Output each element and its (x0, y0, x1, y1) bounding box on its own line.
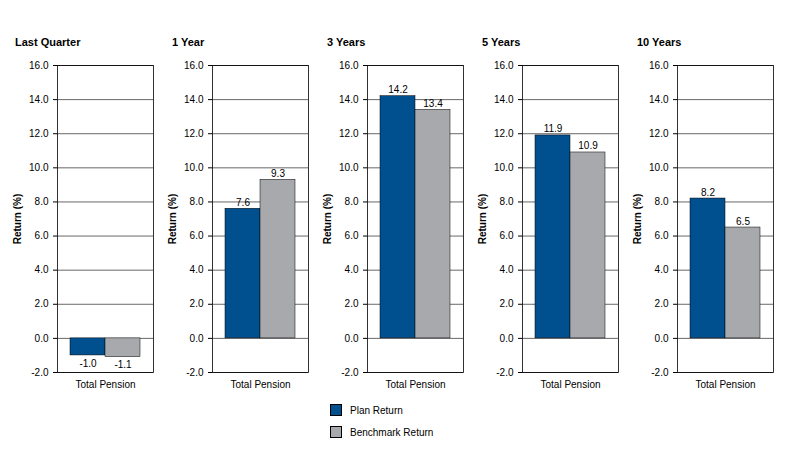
svg-text:2.0: 2.0 (655, 298, 669, 309)
html-text:Last Quarter: Last Quarter (15, 36, 81, 48)
svg-text:Return (%): Return (%) (167, 194, 178, 245)
svg-text:7.6: 7.6 (236, 197, 250, 208)
svg-text:14.2: 14.2 (388, 84, 408, 95)
svg-text:14.0: 14.0 (494, 94, 514, 105)
svg-text:16.0: 16.0 (649, 60, 669, 71)
svg-text:11.9: 11.9 (544, 123, 563, 134)
svg-text:0.0: 0.0 (35, 333, 49, 344)
svg-text:6.5: 6.5 (736, 216, 750, 227)
svg-text:13.4: 13.4 (423, 98, 443, 109)
svg-text:Return (%): Return (%) (477, 194, 488, 245)
svg-text:Total Pension: Total Pension (540, 379, 600, 390)
svg-text:0.0: 0.0 (345, 333, 359, 344)
svg-text:4.0: 4.0 (345, 264, 359, 275)
svg-text:2.0: 2.0 (500, 298, 514, 309)
svg-text:10.9: 10.9 (578, 140, 598, 151)
svg-text:6.0: 6.0 (500, 230, 514, 241)
svg-text:12.0: 12.0 (339, 128, 359, 139)
svg-text:Total Pension: Total Pension (385, 379, 445, 390)
svg-text:-1.0: -1.0 (79, 358, 97, 369)
svg-text:14.0: 14.0 (339, 94, 359, 105)
svg-text:10.0: 10.0 (29, 162, 49, 173)
svg-text:2.0: 2.0 (35, 298, 49, 309)
svg-text:9.3: 9.3 (271, 168, 285, 179)
svg-text:-1.1: -1.1 (114, 359, 132, 370)
html-text:1 Year: 1 Year (172, 36, 205, 48)
svg-text:16.0: 16.0 (494, 60, 514, 71)
svg-text:4.0: 4.0 (35, 264, 49, 275)
svg-text:-2.0: -2.0 (651, 367, 669, 378)
svg-text:14.0: 14.0 (29, 94, 49, 105)
svg-text:10.0: 10.0 (494, 162, 514, 173)
svg-text:16.0: 16.0 (184, 60, 204, 71)
svg-text:6.0: 6.0 (35, 230, 49, 241)
html-text:10 Years: 10 Years (637, 36, 682, 48)
svg-text:14.0: 14.0 (649, 94, 669, 105)
html-text:Benchmark Return: Benchmark Return (350, 426, 434, 438)
svg-text:16.0: 16.0 (29, 60, 49, 71)
svg-text:6.0: 6.0 (655, 230, 669, 241)
svg-text:Return (%): Return (%) (632, 194, 643, 245)
svg-text:Total Pension: Total Pension (695, 379, 755, 390)
svg-text:-2.0: -2.0 (341, 367, 359, 378)
svg-text:4.0: 4.0 (190, 264, 204, 275)
html-text:3 Years: 3 Years (327, 36, 366, 48)
svg-text:10.0: 10.0 (184, 162, 204, 173)
svg-text:Return (%): Return (%) (12, 194, 23, 245)
svg-text:2.0: 2.0 (190, 298, 204, 309)
svg-text:Total Pension: Total Pension (75, 379, 135, 390)
svg-text:0.0: 0.0 (190, 333, 204, 344)
svg-text:8.0: 8.0 (345, 196, 359, 207)
svg-text:8.0: 8.0 (190, 196, 204, 207)
svg-text:6.0: 6.0 (345, 230, 359, 241)
svg-text:-2.0: -2.0 (186, 367, 204, 378)
svg-text:12.0: 12.0 (649, 128, 669, 139)
svg-text:14.0: 14.0 (184, 94, 204, 105)
svg-text:-2.0: -2.0 (496, 367, 514, 378)
svg-text:10.0: 10.0 (339, 162, 359, 173)
svg-text:Return (%): Return (%) (322, 194, 333, 245)
html-text:Plan Return: Plan Return (350, 404, 403, 416)
svg-text:0.0: 0.0 (500, 333, 514, 344)
svg-text:0.0: 0.0 (655, 333, 669, 344)
svg-text:-2.0: -2.0 (31, 367, 49, 378)
svg-text:8.0: 8.0 (655, 196, 669, 207)
svg-text:10.0: 10.0 (649, 162, 669, 173)
svg-text:4.0: 4.0 (655, 264, 669, 275)
svg-text:16.0: 16.0 (339, 60, 359, 71)
svg-text:12.0: 12.0 (184, 128, 204, 139)
svg-text:2.0: 2.0 (345, 298, 359, 309)
svg-text:12.0: 12.0 (29, 128, 49, 139)
svg-text:12.0: 12.0 (494, 128, 514, 139)
svg-text:6.0: 6.0 (190, 230, 204, 241)
svg-text:8.2: 8.2 (701, 187, 715, 198)
svg-text:4.0: 4.0 (500, 264, 514, 275)
svg-text:8.0: 8.0 (35, 196, 49, 207)
svg-text:Total Pension: Total Pension (230, 379, 290, 390)
svg-text:8.0: 8.0 (500, 196, 514, 207)
html-text:5 Years: 5 Years (482, 36, 521, 48)
